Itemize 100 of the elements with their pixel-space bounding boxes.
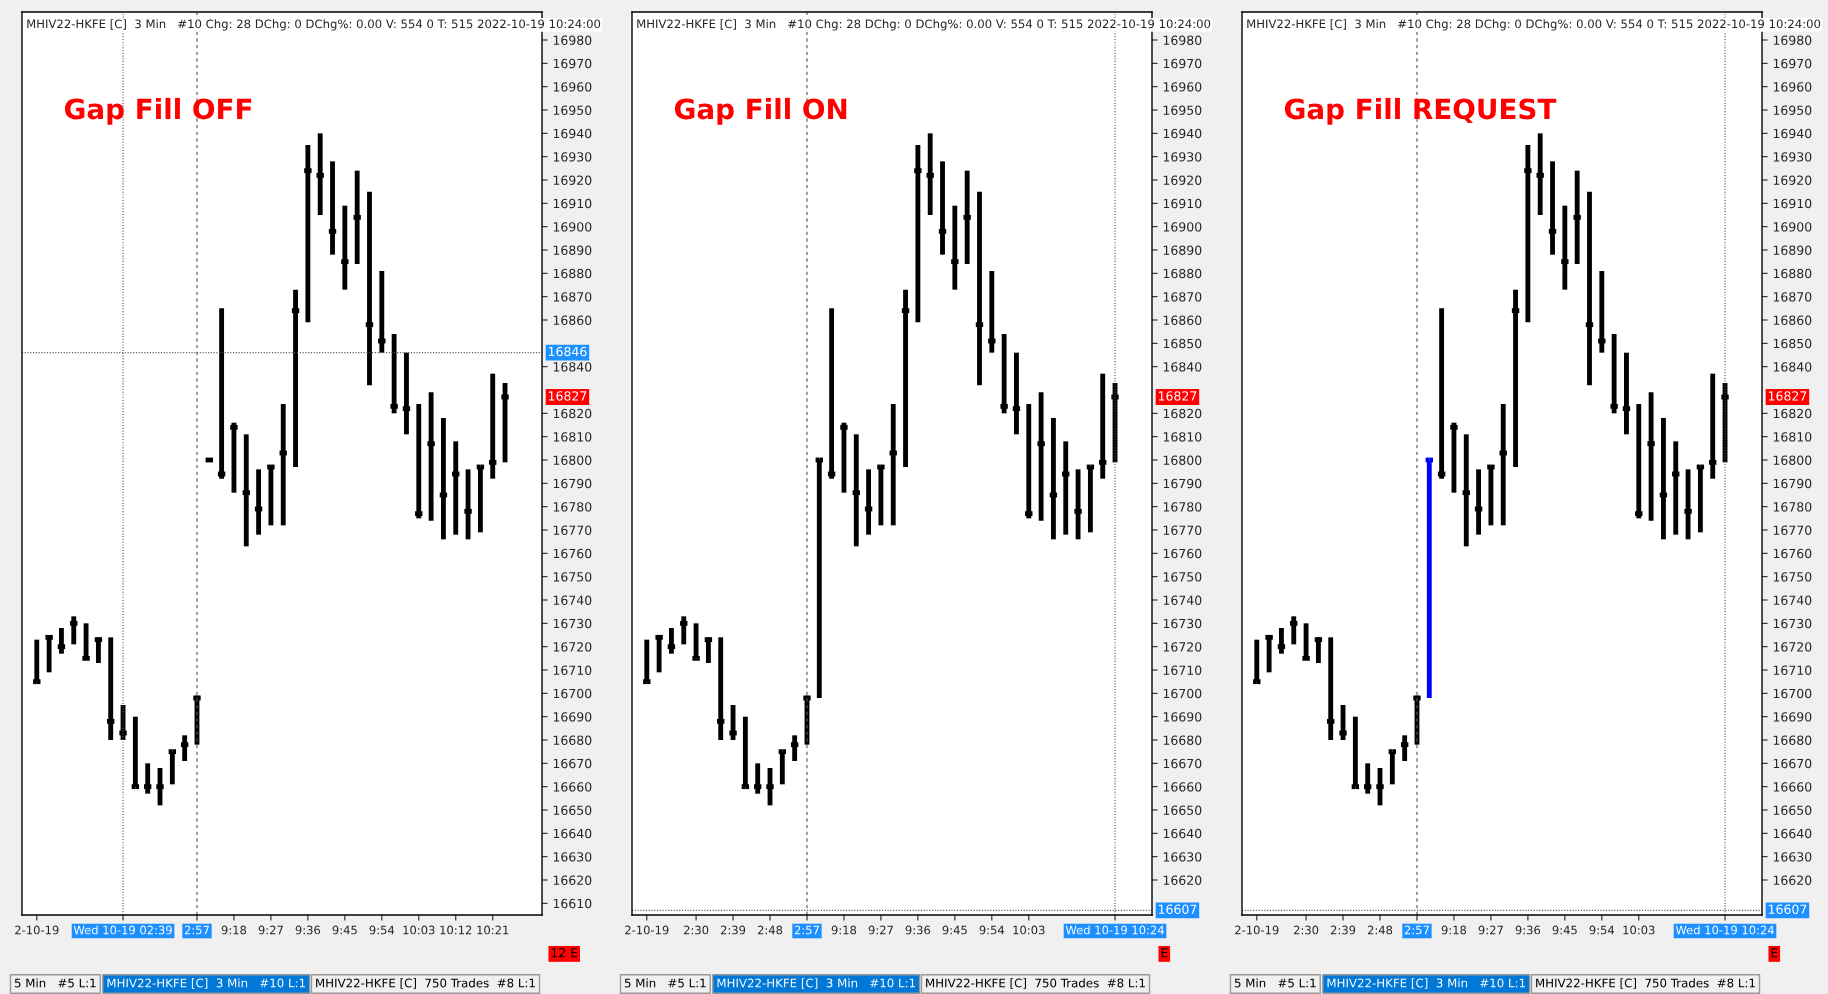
candlestick	[341, 205, 349, 290]
text: 16827	[1158, 391, 1197, 401]
y-tick-label: 16660	[1163, 782, 1202, 792]
candlestick	[390, 334, 398, 414]
candlestick	[951, 205, 959, 290]
x-tick-label: 2:30	[1293, 925, 1319, 935]
candlestick	[1037, 392, 1045, 521]
candlestick	[1450, 422, 1458, 493]
x-tick-label: 2-10-19	[1235, 925, 1279, 935]
y-tick-label: 16870	[1163, 292, 1202, 302]
y-tick-label: 16770	[1163, 525, 1202, 535]
y-tick-label: 16780	[553, 502, 592, 512]
y-tick-label: 16790	[1773, 478, 1812, 489]
x-tick-label: 2-10-19	[625, 925, 669, 935]
candlestick	[1647, 392, 1655, 521]
y-tick-label: 16910	[1773, 198, 1812, 209]
text: 5 Min #5 L:1	[624, 978, 706, 988]
x-tick-label: 2:30	[683, 925, 709, 935]
y-tick-label: 16840	[1773, 362, 1812, 372]
candlestick	[427, 392, 435, 521]
y-tick-label: 16640	[1773, 828, 1812, 839]
x-tick-label: 10:03	[403, 925, 435, 935]
candlestick	[655, 634, 663, 673]
y-tick-label: 16630	[1773, 852, 1812, 862]
candlestick	[353, 170, 361, 264]
y-tick-label: 16900	[1163, 222, 1202, 232]
y-tick-label: 16870	[1773, 292, 1812, 302]
text: E	[1161, 948, 1168, 958]
y-tick-label: 16860	[1163, 315, 1202, 325]
candlestick	[840, 422, 848, 493]
y-tick-label: 16760	[553, 548, 592, 559]
y-tick-label: 16960	[553, 82, 592, 92]
y-tick-label: 16610	[553, 898, 592, 909]
y-tick-label: 16750	[1163, 572, 1202, 582]
x-tick-label: Wed 10-19 02:39	[73, 925, 172, 935]
y-tick-label: 16960	[1773, 82, 1812, 92]
y-tick-label: 16880	[1163, 268, 1202, 279]
x-tick-label: 9:18	[831, 925, 857, 935]
y-tick-label: 16710	[1163, 665, 1202, 675]
x-tick-label: 9:36	[905, 925, 931, 935]
y-tick-label: 16860	[1773, 315, 1812, 325]
y-tick-label: 16670	[1163, 758, 1202, 769]
y-tick-label: 16950	[553, 105, 592, 115]
text: MHIV22-HKFE [C] 750 Trades #8 L:1	[316, 978, 535, 989]
y-tick-label: 16780	[1163, 502, 1202, 512]
y-tick-label: 16820	[553, 408, 592, 419]
y-tick-label: 16760	[1163, 548, 1202, 559]
y-tick-label: 16910	[1163, 198, 1202, 209]
y-tick-label: 16740	[553, 595, 592, 605]
y-tick-label: 16770	[1773, 525, 1812, 535]
y-tick-label: 16700	[553, 688, 592, 699]
y-tick-label: 16880	[553, 268, 592, 279]
y-tick-label: 16870	[553, 292, 592, 302]
y-tick-label: 16630	[1163, 852, 1202, 862]
y-tick-label: 16900	[553, 222, 592, 232]
ref-line-label: 16607	[1768, 904, 1807, 914]
text: MHIV22-HKFE [C] 3 Min #10 Chg: 28 DChg: 0 DChg%: 0.00 V: 554 0 T: 515 2022-10-19 10:24:00	[1247, 19, 1821, 31]
text: MHIV22-HKFE [C] 750 Trades #8 L:1	[926, 978, 1145, 989]
y-tick-label: 16700	[1163, 688, 1202, 699]
x-tick-label: 2:57	[794, 925, 819, 935]
candlestick	[464, 469, 472, 540]
candlestick	[914, 145, 922, 323]
y-tick-label: 16820	[1163, 408, 1202, 419]
x-tick-label: 9:36	[1515, 925, 1541, 935]
x-tick-label: Wed 10-19 10:24	[1065, 925, 1164, 935]
x-tick-label: 2:39	[720, 925, 746, 935]
candlestick	[45, 634, 53, 673]
candlestick	[304, 145, 312, 323]
y-tick-label: 16670	[1773, 758, 1812, 769]
y-tick-label: 16680	[1163, 735, 1202, 745]
y-tick-label: 16730	[553, 618, 592, 629]
y-tick-label: 16900	[1773, 222, 1812, 232]
x-tick-label: 2-10-19	[15, 925, 59, 935]
y-tick-label: 16720	[1773, 642, 1812, 652]
y-tick-label: 16650	[1163, 805, 1202, 815]
y-tick-label: 16940	[1773, 128, 1812, 139]
y-tick-label: 16660	[1773, 782, 1812, 792]
text: E	[1771, 948, 1778, 958]
y-tick-label: 16710	[553, 665, 592, 675]
text: MHIV22-HKFE [C] 3 Min #10 L:1	[107, 978, 305, 989]
y-tick-label: 16740	[1163, 595, 1202, 605]
y-tick-label: 16850	[1163, 338, 1202, 349]
ref-line-label: 16607	[1158, 904, 1197, 914]
x-tick-label: 9:36	[295, 925, 321, 935]
x-tick-label: 9:54	[369, 925, 395, 935]
y-tick-label: 16690	[553, 712, 592, 722]
candlestick	[1524, 145, 1532, 323]
y-tick-label: 16980	[1773, 35, 1812, 45]
candlestick	[1610, 334, 1618, 414]
x-tick-label: 9:54	[979, 925, 1005, 935]
y-tick-label: 16930	[553, 152, 592, 162]
text: 5 Min #5 L:1	[14, 978, 96, 988]
x-tick-label: 9:27	[868, 925, 893, 935]
y-tick-label: 16930	[1163, 152, 1202, 162]
y-tick-label: 16970	[553, 58, 592, 69]
candlestick	[1265, 634, 1273, 673]
x-tick-label: 9:18	[1441, 925, 1467, 935]
candlestick	[230, 422, 238, 493]
x-tick-label: Wed 10-19 10:24	[1675, 925, 1774, 935]
x-tick-label: 2:57	[1404, 925, 1429, 935]
